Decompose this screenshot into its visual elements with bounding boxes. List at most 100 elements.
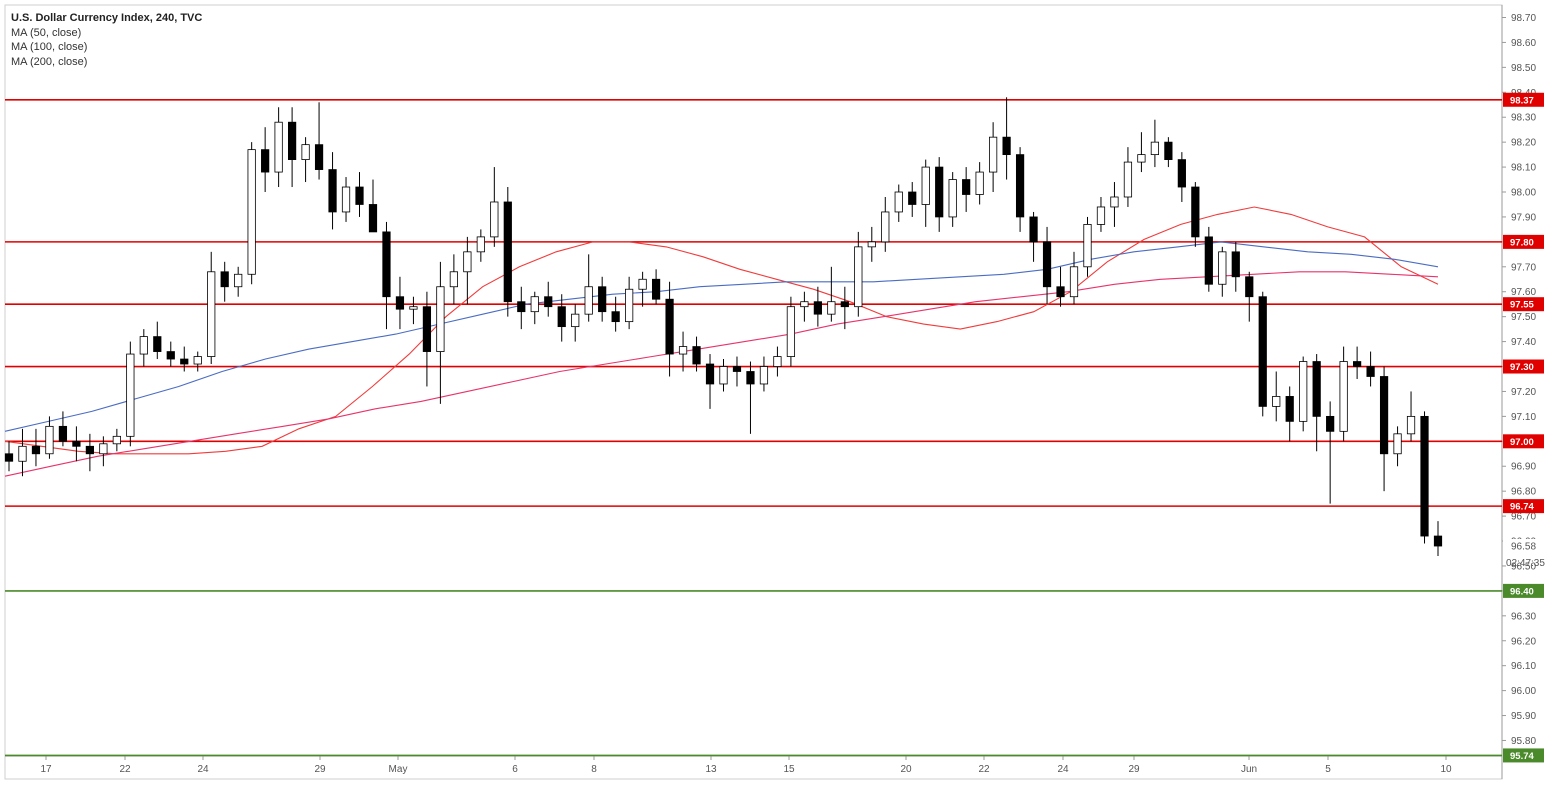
price-tick-label: 96.90 bbox=[1511, 462, 1536, 473]
candle-up bbox=[881, 211, 890, 243]
time-tick-label: 17 bbox=[40, 764, 52, 775]
candle-up bbox=[1096, 206, 1106, 225]
price-tick-label: 97.10 bbox=[1511, 412, 1536, 423]
level-badge-97.30 bbox=[1503, 359, 1544, 374]
level-badge-label: 95.74 bbox=[1510, 751, 1534, 762]
candle-down bbox=[908, 191, 917, 205]
candle-down bbox=[705, 363, 715, 385]
candle-up bbox=[449, 271, 458, 288]
price-tick-label: 96.00 bbox=[1511, 686, 1536, 697]
candle-up bbox=[436, 286, 445, 352]
candle-up bbox=[773, 356, 782, 367]
candle-down bbox=[58, 425, 68, 442]
level-badge-label: 97.55 bbox=[1510, 300, 1534, 311]
candle-down bbox=[1258, 296, 1267, 407]
price-tick-label: 97.60 bbox=[1511, 287, 1536, 298]
candle-down bbox=[328, 169, 337, 213]
price-tick-label: 98.50 bbox=[1511, 63, 1536, 74]
candle-down bbox=[1366, 366, 1375, 377]
candle-up bbox=[463, 251, 472, 273]
candle-down bbox=[314, 144, 324, 170]
time-axis[interactable]: 17 22 24 29 May 6 8 13 15 20 22 24 29 Jun 5 10 bbox=[40, 756, 1452, 775]
level-badge-97.00 bbox=[1503, 434, 1544, 449]
candle-up bbox=[112, 435, 121, 445]
candle-down bbox=[1420, 415, 1429, 537]
time-tick-label: 24 bbox=[197, 764, 209, 775]
candle-up bbox=[719, 366, 728, 385]
candle-down bbox=[166, 351, 175, 360]
candle-down bbox=[517, 301, 526, 313]
candle-up bbox=[274, 121, 283, 173]
candle-up bbox=[247, 149, 256, 275]
candle-up bbox=[18, 445, 27, 462]
candle-up bbox=[1110, 196, 1119, 208]
time-tick-label: May bbox=[389, 764, 408, 775]
candle-down bbox=[813, 301, 822, 315]
candle-down bbox=[732, 366, 742, 372]
candle-up bbox=[1272, 396, 1281, 407]
level-badge-label: 97.80 bbox=[1510, 237, 1534, 248]
legend-ma100: MA (100, close) bbox=[11, 41, 88, 53]
candle-up bbox=[894, 191, 903, 213]
candle-up bbox=[921, 166, 930, 205]
candle-up bbox=[948, 179, 957, 218]
candle-down bbox=[422, 306, 432, 352]
candle-down bbox=[1245, 276, 1254, 298]
time-tick-label: 22 bbox=[119, 764, 131, 775]
candle-down bbox=[1002, 136, 1011, 156]
time-tick-label: 13 bbox=[705, 764, 717, 775]
candle-up bbox=[1339, 361, 1348, 432]
level-badge-97.80 bbox=[1503, 234, 1544, 249]
candle-down bbox=[557, 306, 566, 328]
price-tick-label: 95.90 bbox=[1511, 711, 1536, 722]
price-tick-label: 95.80 bbox=[1511, 736, 1536, 747]
candle-down bbox=[544, 296, 553, 308]
candle-up bbox=[409, 306, 418, 310]
candle-down bbox=[1015, 154, 1025, 218]
candle-up bbox=[786, 306, 796, 357]
time-tick-label: 8 bbox=[591, 764, 597, 775]
price-tick-label: 96.80 bbox=[1511, 487, 1536, 498]
price-tick-label: 96.30 bbox=[1511, 611, 1536, 622]
time-tick-label: 10 bbox=[1440, 764, 1452, 775]
candle-up bbox=[139, 336, 148, 355]
chart-legend: U.S. Dollar Currency Index, 240, TVC MA … bbox=[11, 11, 202, 69]
legend-ma200: MA (200, close) bbox=[11, 55, 88, 68]
candle-down bbox=[4, 453, 14, 462]
horizontal-levels bbox=[5, 98, 1502, 757]
candle-down bbox=[1164, 141, 1173, 161]
candle-down bbox=[1433, 535, 1443, 547]
candle-up bbox=[1218, 251, 1227, 285]
candle-down bbox=[72, 440, 81, 447]
level-badge-98.37 bbox=[1503, 92, 1544, 107]
candle-down bbox=[1204, 236, 1213, 285]
candle-down bbox=[1326, 415, 1335, 432]
plot-frame bbox=[4, 4, 1503, 780]
price-axis[interactable]: 98.7098.6098.5098.4098.3098.2098.1098.00… bbox=[1502, 13, 1536, 747]
candle-down bbox=[1056, 286, 1065, 298]
candle-up bbox=[301, 144, 310, 161]
time-tick-label: Jun bbox=[1241, 764, 1257, 775]
candle-down bbox=[31, 445, 41, 455]
candle-up bbox=[989, 136, 998, 173]
last-price-label: 96.58 bbox=[1511, 542, 1536, 553]
candle-up bbox=[625, 288, 634, 323]
time-tick-label: 15 bbox=[783, 764, 795, 775]
price-tick-label: 96.50 bbox=[1511, 561, 1536, 572]
candle-up bbox=[827, 301, 836, 315]
time-tick-label: 22 bbox=[978, 764, 990, 775]
time-tick-label: 29 bbox=[1128, 764, 1140, 775]
candle-up bbox=[1406, 415, 1416, 435]
candlestick-series bbox=[4, 97, 1443, 556]
candle-down bbox=[1231, 251, 1240, 278]
level-badge-label: 97.30 bbox=[1510, 362, 1534, 373]
candle-down bbox=[840, 301, 849, 308]
candle-down bbox=[382, 231, 391, 298]
candle-up bbox=[1299, 361, 1308, 422]
candle-down bbox=[180, 358, 189, 365]
price-tick-label: 96.20 bbox=[1511, 636, 1536, 647]
candle-up bbox=[490, 201, 499, 238]
candle-down bbox=[220, 271, 229, 288]
